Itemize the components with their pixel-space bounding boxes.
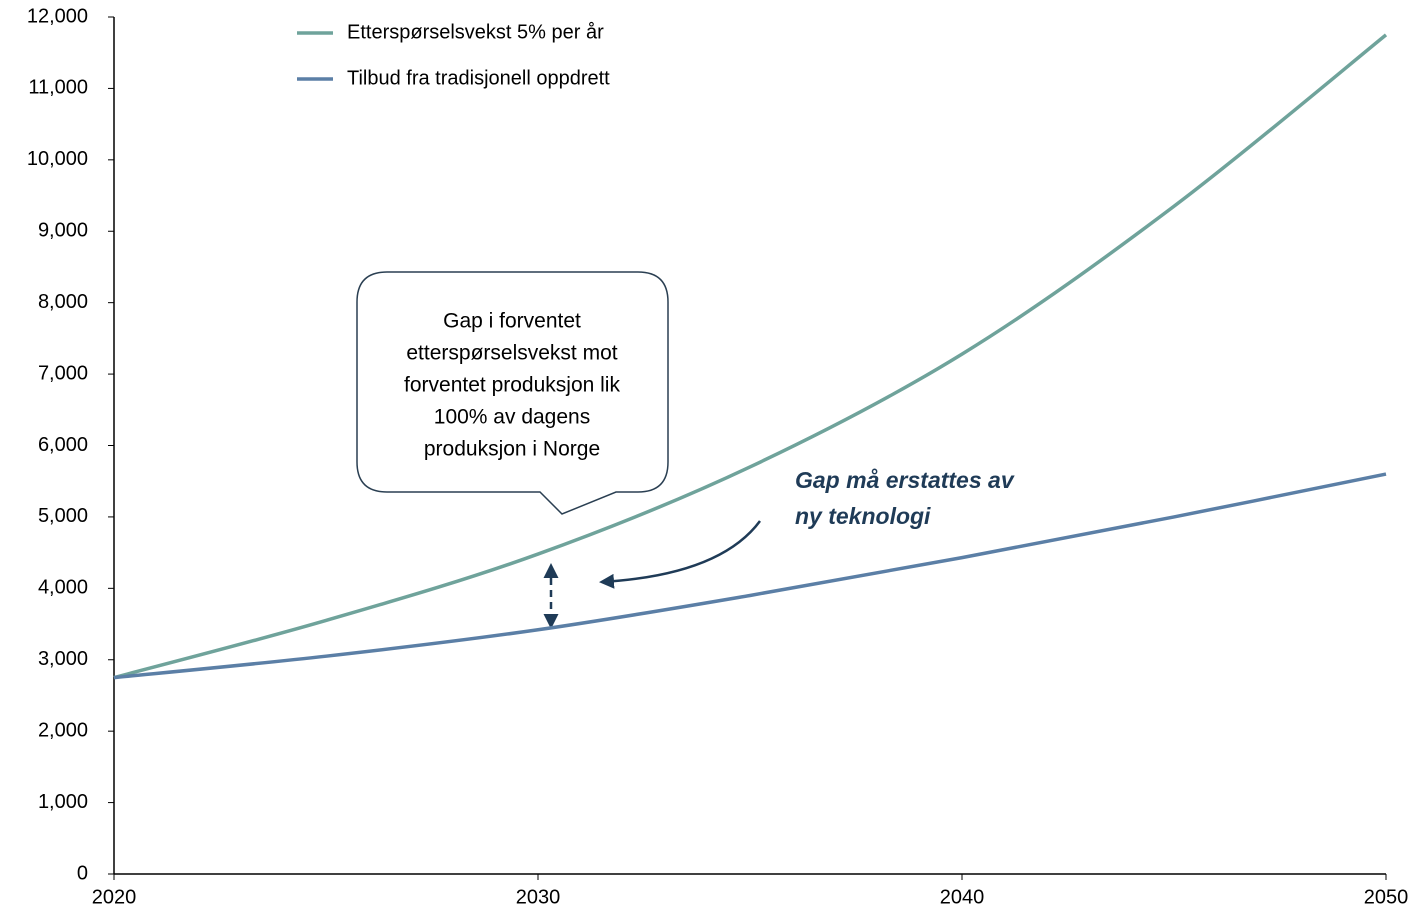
callout-box [356,271,669,515]
y-tick-label: 0 [77,862,88,884]
series-line [113,472,1387,680]
y-tick-label: 1,000 [38,791,88,813]
y-tick-label: 11,000 [28,77,88,99]
x-tick-label: 2030 [516,886,561,908]
series-line [113,33,1388,680]
y-tick-label: 12,000 [27,5,88,27]
y-tick-label: 5,000 [38,505,88,527]
callout-text: etterspørselsvekst mot [406,342,617,365]
pointer-arrow [599,520,762,589]
y-tick-label: 3,000 [38,648,88,670]
legend-label: Etterspørselsvekst 5% per år [347,21,604,43]
y-tick-label: 9,000 [38,220,88,242]
x-tick-label: 2020 [92,886,137,908]
callout-text: forventet produksjon lik [404,374,620,397]
gap-text: Gap må erstattes av [795,467,1015,493]
x-tick-label: 2040 [940,886,985,908]
y-tick-label: 2,000 [38,719,88,741]
callout-text: Gap i forventet [443,310,581,333]
y-tick-label: 10,000 [27,148,88,170]
legend-label: Tilbud fra tradisjonell oppdrett [347,67,610,89]
y-tick-label: 7,000 [38,362,88,384]
callout-text: produksjon i Norge [424,438,600,461]
y-tick-label: 6,000 [38,434,88,456]
callout-text: 100% av dagens [434,406,590,429]
gap-text: ny teknologi [795,503,931,529]
x-tick-label: 2050 [1364,886,1409,908]
y-tick-label: 8,000 [38,291,88,313]
y-tick-label: 4,000 [38,577,88,599]
